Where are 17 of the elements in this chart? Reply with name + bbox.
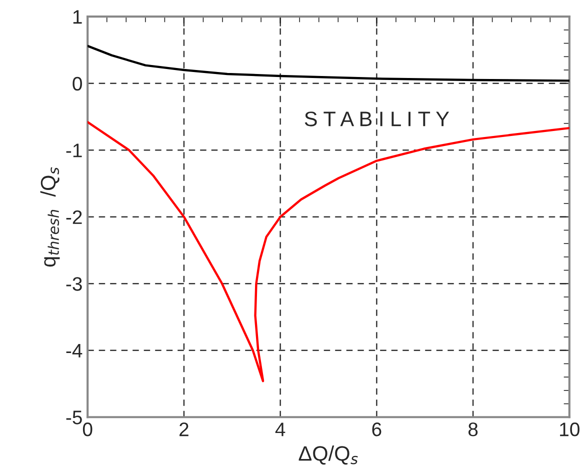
y-tick-label: 0 [72, 76, 82, 91]
y-tick-label: -2 [66, 210, 82, 224]
x-tick-label: 0 [82, 422, 92, 436]
x-tick-label: 8 [468, 422, 478, 436]
x-tick-label: 10 [560, 422, 580, 436]
line-series [88, 44, 570, 82]
y-tick-label: -1 [66, 144, 82, 158]
x-axis-title: ΔQ/Q$_{s}$ [298, 446, 358, 465]
y-tick-label: -5 [66, 410, 82, 424]
x-tick-label: 2 [180, 422, 188, 436]
y-tick-label: 1 [73, 10, 82, 24]
x-tick-label: 6 [372, 422, 382, 436]
y-tick-label: -4 [66, 344, 82, 358]
x-tick-label: 4 [275, 422, 286, 436]
y-axis-title: q$_{thresh}$ /Q$_{s}$ [40, 167, 60, 267]
y-tick-label: -3 [66, 277, 82, 291]
annotation: S T A B I L I T Y [304, 112, 450, 126]
